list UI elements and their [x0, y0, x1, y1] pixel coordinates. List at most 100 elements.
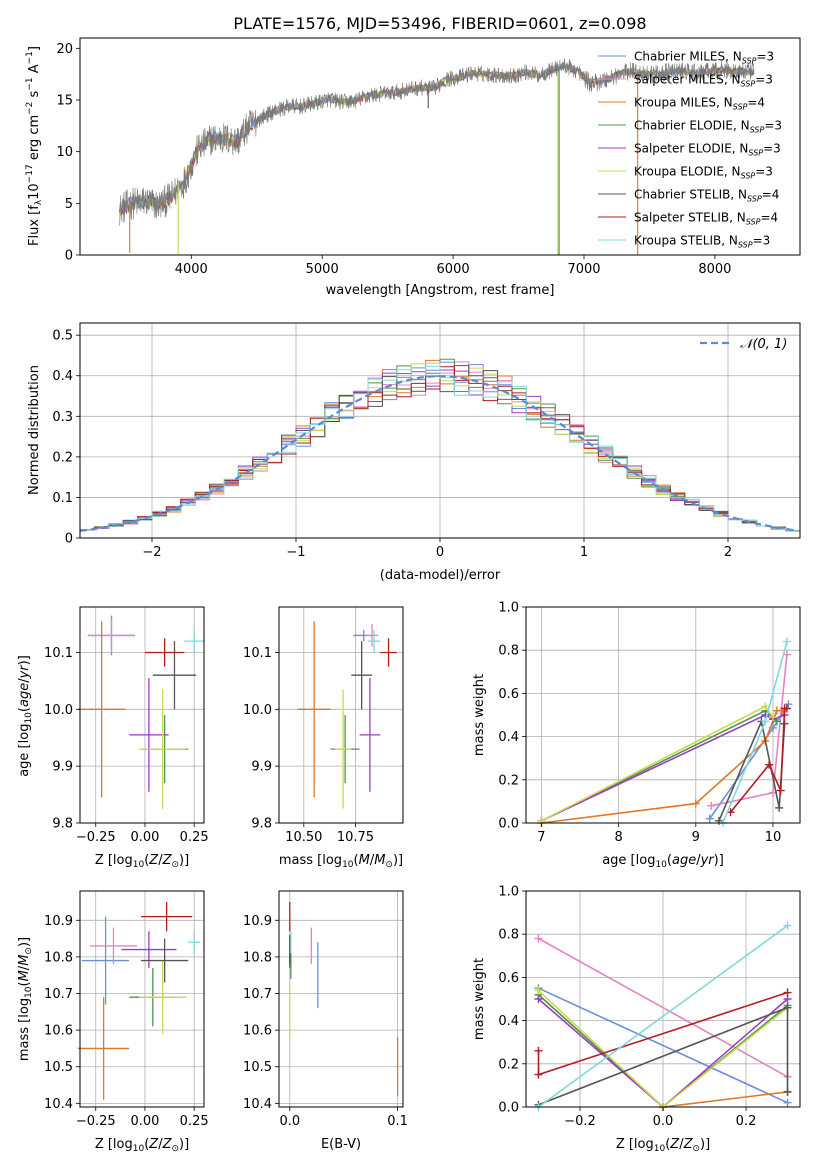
y-tick-label: 0 [65, 249, 73, 264]
y-tick-label: 10.9 [243, 914, 272, 929]
plus-marker [761, 717, 770, 726]
x-tick-label: 2 [724, 545, 732, 560]
plus-marker [783, 921, 792, 930]
x-tick-label: 5000 [306, 262, 339, 277]
x-tick-label: 0.00 [130, 830, 159, 845]
y-tick-label: 0.8 [498, 928, 519, 943]
x-tick-label: 8000 [698, 262, 731, 277]
x-tick-label: 0.0 [653, 1114, 674, 1129]
x-tick-label: 0.00 [130, 1114, 159, 1129]
spectrum-legend: Chabrier MILES, NSSP=3 Salpeter MILES, NS… [598, 50, 782, 250]
residual-histogram-panel: −2 −1 0 1 2 0 0.1 0.2 0.3 0.4 0.5 (data-model)/err… [27, 322, 801, 583]
legend-label: Salpeter MILES, NSSP=3 [634, 73, 773, 89]
mass-weight-line [538, 937, 788, 1078]
x-tick-label: 6000 [437, 262, 470, 277]
y-tick-label: 0.2 [498, 773, 519, 788]
x-tick-label: 10 [765, 830, 782, 845]
plus-marker [705, 814, 714, 823]
mass-weight-vs-age-panel: 7 8 9 10 0.0 0.2 0.4 0.6 0.8 1.0 age [log10(age/y… [472, 601, 801, 870]
y-tick-label: 9.9 [251, 760, 272, 775]
mass-weight-line [538, 987, 788, 1104]
x-tick-label: 0 [436, 545, 444, 560]
plus-marker [782, 637, 791, 646]
y-tick-label: 10 [56, 145, 73, 160]
y-tick-label: 10.0 [44, 703, 73, 718]
mass-weight-line [538, 924, 788, 1108]
ageZ-xlabel: Z [log10(Z/Z⊙)] [95, 853, 189, 870]
plus-marker [775, 803, 784, 812]
y-tick-label: 0.0 [498, 817, 519, 832]
y-tick-label: 10.4 [44, 1097, 73, 1112]
plus-marker [534, 995, 543, 1003]
legend-label: Kroupa ELODIE, NSSP=3 [634, 165, 773, 181]
y-tick-label: 10.5 [44, 1060, 73, 1075]
plus-marker [783, 1098, 792, 1107]
y-tick-label: 0 [65, 532, 73, 547]
plus-marker [783, 1087, 792, 1096]
y-tick-label: 10.1 [44, 646, 73, 661]
y-tick-label: 0.3 [52, 410, 73, 425]
y-tick-label: 9.9 [52, 760, 73, 775]
spectrum-data-line [119, 58, 755, 226]
x-tick-label: −1 [286, 545, 305, 560]
age-vs-Z-panel: −0.25 0.00 0.25 9.8 9.9 10.0 10.1 Z [log10(Z/Z… [17, 606, 209, 870]
plus-marker [761, 702, 770, 711]
plus-marker [783, 1003, 792, 1012]
plus-marker [783, 988, 792, 997]
histogram-ylabel: Normed distribution [27, 365, 42, 495]
spectrum-panel: 4000 5000 6000 7000 8000 0 5 10 15 20 wavelength … [25, 37, 801, 298]
y-tick-label: 0.1 [52, 491, 73, 506]
x-tick-label: 0.1 [387, 1114, 408, 1129]
plus-marker [534, 986, 543, 995]
y-tick-label: 10.4 [243, 1097, 272, 1112]
y-tick-label: 0.6 [498, 971, 519, 986]
y-tick-label: 0.2 [52, 450, 73, 465]
mass-vs-Z-panel: −0.25 0.00 0.25 10.4 10.5 10.6 10.7 10.8 10.9 Z … [17, 890, 209, 1154]
legend-label: Kroupa STELIB, NSSP=3 [634, 234, 770, 250]
spectrum-ylabel: Flux [fλ10−17 erg cm−2 s−1 A−1] [25, 46, 44, 246]
x-tick-label: 0.25 [180, 1114, 209, 1129]
y-tick-label: 10.8 [243, 950, 272, 965]
plus-marker [768, 713, 777, 722]
normal-curve [79, 375, 798, 532]
plus-marker [782, 704, 791, 713]
x-tick-label: −2 [142, 545, 161, 560]
y-tick-label: 1.0 [498, 885, 519, 900]
ageM-xlabel: mass [log10(M/M⊙)] [279, 853, 403, 870]
y-tick-label: 15 [56, 94, 73, 109]
y-tick-label: 1.0 [498, 601, 519, 616]
age-vs-mass-panel: 10.50 10.75 9.8 9.9 10.0 10.1 mass [log10(M/M… [243, 606, 404, 870]
y-tick-label: 0.4 [52, 369, 73, 384]
legend-label: Chabrier STELIB, NSSP=4 [634, 188, 779, 204]
x-tick-label: −0.25 [76, 1114, 116, 1129]
x-tick-label: 7 [537, 830, 545, 845]
x-tick-label: 7000 [567, 262, 600, 277]
y-tick-label: 0.8 [498, 644, 519, 659]
y-tick-label: 0.5 [52, 329, 73, 344]
y-tick-label: 10.1 [243, 646, 272, 661]
x-tick-label: −0.25 [76, 830, 116, 845]
y-tick-label: 10.7 [44, 987, 73, 1002]
plus-marker [534, 1070, 543, 1079]
x-tick-label: 0.0 [279, 1114, 300, 1129]
mZ-ylabel: mass [log10(M/M⊙)] [17, 937, 34, 1061]
y-tick-label: 9.8 [52, 817, 73, 832]
legend-label: Salpeter ELODIE, NSSP=3 [634, 142, 781, 158]
legend-label: 𝒩(0, 1) [740, 337, 787, 352]
y-tick-label: 10.6 [243, 1024, 272, 1039]
x-tick-label: 4000 [175, 262, 208, 277]
histogram-legend: 𝒩(0, 1) [700, 337, 787, 352]
y-tick-label: 0.4 [498, 1014, 519, 1029]
histogram-xlabel: (data-model)/error [380, 568, 501, 583]
y-tick-label: 0.6 [498, 687, 519, 702]
wZ-xlabel: Z [log10(Z/Z⊙)] [616, 1137, 710, 1154]
x-tick-label: −0.2 [564, 1114, 596, 1129]
y-tick-label: 0.0 [498, 1101, 519, 1116]
y-tick-label: 10.5 [243, 1060, 272, 1075]
plus-marker [784, 700, 793, 709]
mZ-xlabel: Z [log10(Z/Z⊙)] [95, 1137, 189, 1154]
y-tick-label: 10.0 [243, 703, 272, 718]
y-tick-label: 10.8 [44, 950, 73, 965]
wZ-ylabel: mass weight [472, 958, 487, 1040]
x-tick-label: 0.2 [736, 1114, 757, 1129]
